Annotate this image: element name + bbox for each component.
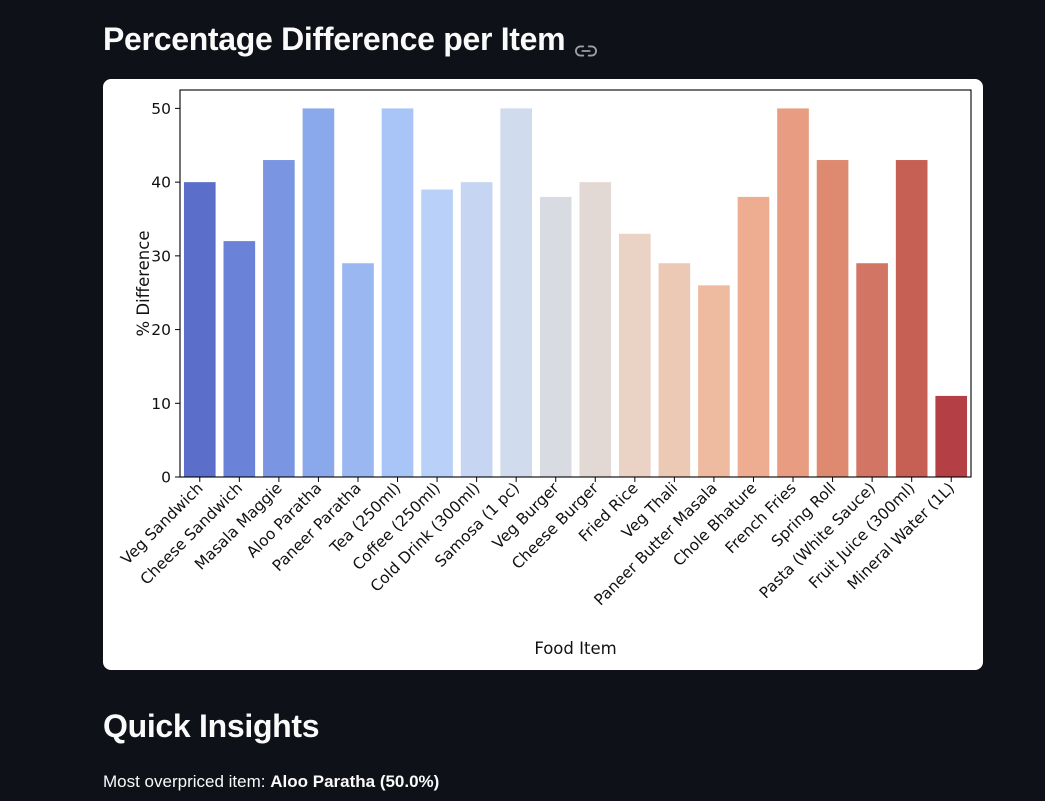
section-title-quick-insights: Quick Insights (103, 706, 320, 746)
bar (895, 160, 928, 477)
y-tick-label: 30 (151, 247, 171, 265)
insight-most-overpriced: Most overpriced item: Aloo Paratha (50.0… (103, 770, 439, 794)
insight-label: Most overpriced item: (103, 772, 271, 791)
bar (342, 263, 374, 477)
bar (579, 182, 612, 477)
bar (223, 241, 256, 477)
bar (935, 395, 968, 477)
x-axis-label: Food Item (534, 639, 616, 658)
insight-value: Aloo Paratha (50.0%) (270, 772, 440, 791)
plot-frame (179, 89, 972, 478)
link-icon[interactable] (575, 31, 598, 57)
bar (302, 108, 335, 478)
bar (421, 189, 453, 477)
bar (381, 108, 414, 478)
bar (539, 196, 572, 477)
bar (619, 233, 651, 477)
chart-card: 0 10 20 30 40 50 Veg Sandwich Cheese Sandwich Ma… (103, 79, 983, 670)
bar (183, 182, 216, 477)
y-tick-label: 40 (151, 174, 171, 192)
bar (777, 108, 809, 478)
section-title-percentage-difference: Percentage Difference per Item (103, 19, 598, 59)
bar (856, 263, 888, 477)
bar (698, 285, 730, 477)
y-axis-label: % Difference (134, 231, 153, 337)
section-title-text: Percentage Difference per Item (103, 21, 566, 57)
section-title-text: Quick Insights (103, 708, 320, 744)
y-tick-label: 10 (151, 395, 171, 413)
bar (263, 160, 295, 477)
bar (460, 182, 493, 477)
y-tick-label: 20 (151, 321, 171, 339)
bar (816, 160, 849, 477)
y-tick-label: 50 (151, 100, 171, 118)
bar (500, 108, 532, 478)
bar (737, 196, 770, 477)
y-tick-label: 0 (161, 469, 171, 487)
bar (658, 263, 691, 477)
